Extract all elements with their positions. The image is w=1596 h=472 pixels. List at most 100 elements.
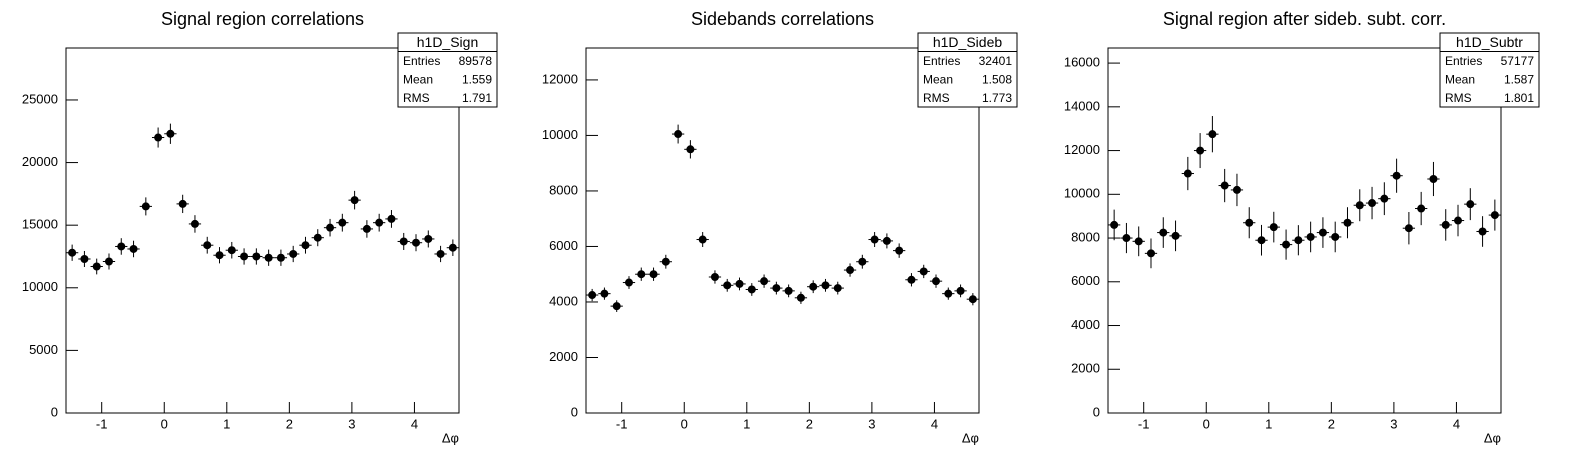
stats-value: 57177 (1501, 54, 1535, 68)
data-point (1417, 204, 1426, 213)
data-point (661, 257, 670, 266)
data-point (588, 291, 597, 300)
x-tick-label: -1 (96, 416, 108, 431)
data-point (313, 233, 322, 242)
stats-box: h1D_Sideb Entries 32401 Mean 1.508 RMS 1.773 (917, 32, 1018, 108)
chart-title: Signal region after sideb. subt. corr. (1163, 9, 1446, 29)
data-point (624, 278, 633, 287)
stats-label: Mean (403, 72, 433, 86)
data-point (326, 223, 335, 232)
data-point (1343, 218, 1352, 227)
data-point (1306, 232, 1315, 241)
data-point (686, 145, 695, 154)
data-point (747, 285, 756, 294)
data-point (1159, 228, 1168, 237)
stats-value: 1.559 (462, 72, 492, 86)
stats-label: RMS (403, 91, 430, 105)
x-tick-label: 4 (1453, 416, 1460, 431)
data-point (1196, 146, 1205, 155)
x-tick-label: -1 (1138, 416, 1150, 431)
data-point (956, 286, 965, 295)
data-point (1146, 249, 1155, 258)
y-tick-label: 0 (1093, 404, 1100, 419)
stats-label: Mean (923, 72, 953, 86)
stats-frame (917, 32, 1018, 108)
stats-value: 32401 (979, 54, 1013, 68)
data-point (821, 281, 830, 290)
data-point (412, 238, 421, 247)
data-point (68, 248, 77, 257)
data-point (637, 270, 646, 279)
data-point (858, 257, 867, 266)
y-tick-label: 20000 (22, 154, 58, 169)
data-point (350, 196, 359, 205)
data-point (1122, 234, 1131, 243)
data-point (203, 241, 212, 250)
stats-name: h1D_Sign (417, 34, 479, 50)
x-tick-label: 0 (681, 416, 688, 431)
y-tick-label: 14000 (1064, 98, 1100, 113)
data-point (424, 234, 433, 243)
data-point (375, 218, 384, 227)
data-point (895, 246, 904, 255)
x-tick-label: 3 (348, 416, 355, 431)
data-point (907, 275, 916, 284)
x-axis-label: Δφ (442, 430, 459, 445)
data-point (882, 236, 891, 245)
x-tick-label: 0 (161, 416, 168, 431)
data-point (227, 246, 236, 255)
data-point (1282, 240, 1291, 249)
data-point (919, 267, 928, 276)
stats-value: 1.508 (982, 72, 1012, 86)
x-tick-label: 1 (743, 416, 750, 431)
y-tick-label: 6000 (549, 238, 578, 253)
data-point (1490, 211, 1499, 220)
y-tick-label: 15000 (22, 217, 58, 232)
y-tick-label: 25000 (22, 91, 58, 106)
data-point (289, 249, 298, 258)
data-point (387, 214, 396, 223)
data-point (117, 242, 126, 251)
stats-label: Entries (923, 54, 960, 68)
stats-label: RMS (923, 91, 950, 105)
data-point (1183, 169, 1192, 178)
chart-title: Sidebands correlations (691, 9, 874, 29)
y-tick-label: 0 (51, 404, 58, 419)
data-point (932, 277, 941, 286)
stats-value: 1.773 (982, 91, 1012, 105)
stats-box: h1D_Sign Entries 89578 Mean 1.559 RMS 1.791 (397, 32, 498, 108)
x-tick-label: -1 (616, 416, 628, 431)
data-point (215, 251, 224, 260)
data-point (796, 293, 805, 302)
data-point (1269, 223, 1278, 232)
y-tick-label: 8000 (1071, 229, 1100, 244)
data-point (1441, 220, 1450, 229)
data-point (968, 295, 977, 304)
data-point (1245, 218, 1254, 227)
data-point (772, 284, 781, 293)
stats-value: 1.801 (1504, 91, 1534, 105)
x-axis-label: Δφ (1484, 430, 1501, 445)
data-point (338, 218, 347, 227)
y-tick-label: 10000 (22, 279, 58, 294)
plot-frame (1107, 47, 1502, 414)
data-point (1466, 200, 1475, 209)
data-point (1380, 194, 1389, 203)
y-tick-label: 12000 (1064, 142, 1100, 157)
y-tick-label: 4000 (1071, 317, 1100, 332)
data-point (1331, 232, 1340, 241)
stats-value: 1.791 (462, 91, 492, 105)
data-point (1392, 171, 1401, 180)
data-point (448, 243, 457, 252)
data-point (1208, 130, 1217, 139)
data-point (809, 282, 818, 291)
data-point (301, 241, 310, 250)
stats-value: 1.587 (1504, 72, 1534, 86)
data-point (870, 235, 879, 244)
chart-title: Signal region correlations (161, 9, 364, 29)
data-point (846, 266, 855, 275)
data-point (276, 253, 285, 262)
data-point (92, 262, 101, 271)
data-point (1110, 220, 1119, 229)
